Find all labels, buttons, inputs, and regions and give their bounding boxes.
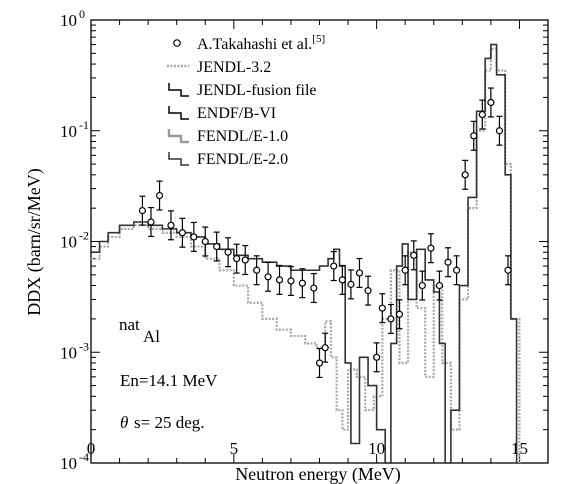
data-point: [224, 237, 232, 268]
data-point: [478, 99, 486, 130]
data-point: [147, 206, 155, 238]
data-point: [233, 243, 241, 274]
data-point: [364, 275, 372, 306]
legend-item: FENDL/E-1.0: [167, 128, 288, 145]
legend-marker: [168, 83, 189, 97]
data-point: [298, 268, 306, 299]
data-point: [253, 255, 261, 286]
y-axis-title: DDX (barn/sr/MeV): [24, 168, 45, 315]
data-point: [435, 270, 444, 301]
data-point: [373, 342, 381, 373]
data-point: [387, 303, 395, 334]
data-point: [178, 217, 186, 248]
data-point: [470, 120, 478, 151]
data-point: [275, 264, 284, 295]
legend: A.Takahashi et al.[5] JENDL-3.2 JENDL-fusi…: [167, 33, 325, 168]
data-point: [155, 180, 164, 211]
data-point: [355, 257, 364, 288]
legend-label: FENDL/E-1.0: [197, 128, 288, 145]
svg-text:θ: θ: [120, 413, 128, 432]
legend-label: ENDF/B-VI: [197, 105, 276, 122]
axis-ticks: [90, 20, 549, 464]
data-point: [201, 226, 209, 257]
data-point: [495, 115, 504, 146]
data-point: [315, 347, 324, 379]
legend-item: JENDL-fusion file: [168, 82, 317, 99]
x-tick-label: 5: [230, 439, 239, 458]
data-point: [453, 255, 461, 286]
y-tick-exponent: -4: [79, 450, 89, 464]
data-point: [395, 299, 404, 330]
data-point: [321, 332, 329, 363]
series-line: [91, 43, 518, 464]
data-point: [378, 293, 386, 324]
data-point: [504, 255, 512, 286]
legend-marker: [168, 152, 189, 166]
svg-text:nat: nat: [119, 315, 140, 334]
y-tick-label: 10: [60, 343, 77, 362]
svg-text:Al: Al: [143, 327, 160, 346]
data-point: [410, 240, 418, 271]
legend-marker: [168, 106, 189, 120]
data-points: [138, 87, 512, 379]
data-point: [401, 255, 409, 286]
legend-label: FENDL/E-2.0: [197, 151, 288, 168]
angle-annotation: θ s= 25 deg.: [120, 413, 205, 432]
data-point: [427, 233, 435, 264]
legend-label: JENDL-fusion file: [197, 82, 317, 99]
data-point: [338, 264, 346, 295]
series-layer: [91, 43, 521, 464]
data-point: [287, 265, 295, 297]
svg-text:s= 25 deg.: s= 25 deg.: [134, 413, 205, 432]
legend-item: JENDL-3.2: [167, 59, 271, 76]
y-tick-label: 10: [60, 233, 77, 252]
legend-item: FENDL/E-2.0: [168, 151, 288, 168]
x-tick-label: 10: [368, 439, 385, 458]
legend-marker: [167, 129, 189, 144]
legend-item: A.Takahashi et al.[5]: [173, 33, 325, 53]
y-tick-exponent: -2: [79, 229, 89, 243]
x-tick-label: 0: [87, 439, 96, 458]
data-point: [444, 247, 452, 278]
x-axis-title: Neutron energy (MeV): [235, 464, 401, 484]
data-point: [167, 210, 175, 241]
y-tick-exponent: 0: [79, 7, 85, 21]
data-point: [347, 269, 355, 300]
y-tick-label: 10: [60, 122, 77, 141]
y-tick-label: 10: [60, 454, 77, 473]
data-point: [264, 261, 272, 292]
data-point: [330, 251, 338, 282]
legend-label: A.Takahashi et al.[5]: [197, 33, 325, 53]
data-point: [310, 273, 318, 304]
legend-item: ENDF/B-VI: [168, 105, 276, 122]
energy-annotation: En=14.1 MeV: [120, 371, 218, 390]
data-point: [241, 245, 249, 276]
data-point: [418, 270, 426, 301]
legend-marker: [173, 39, 181, 47]
data-point: [487, 87, 495, 118]
data-point: [138, 195, 147, 226]
data-point: [461, 159, 469, 190]
y-tick-exponent: -1: [79, 118, 89, 132]
y-tick-label: 10: [60, 11, 77, 30]
plot-frame: [90, 19, 549, 464]
data-point: [190, 221, 198, 252]
data-point: [213, 231, 221, 262]
nuclide-annotation: nat Al: [119, 315, 160, 346]
legend-label: JENDL-3.2: [197, 59, 271, 76]
y-tick-exponent: -3: [79, 339, 89, 353]
